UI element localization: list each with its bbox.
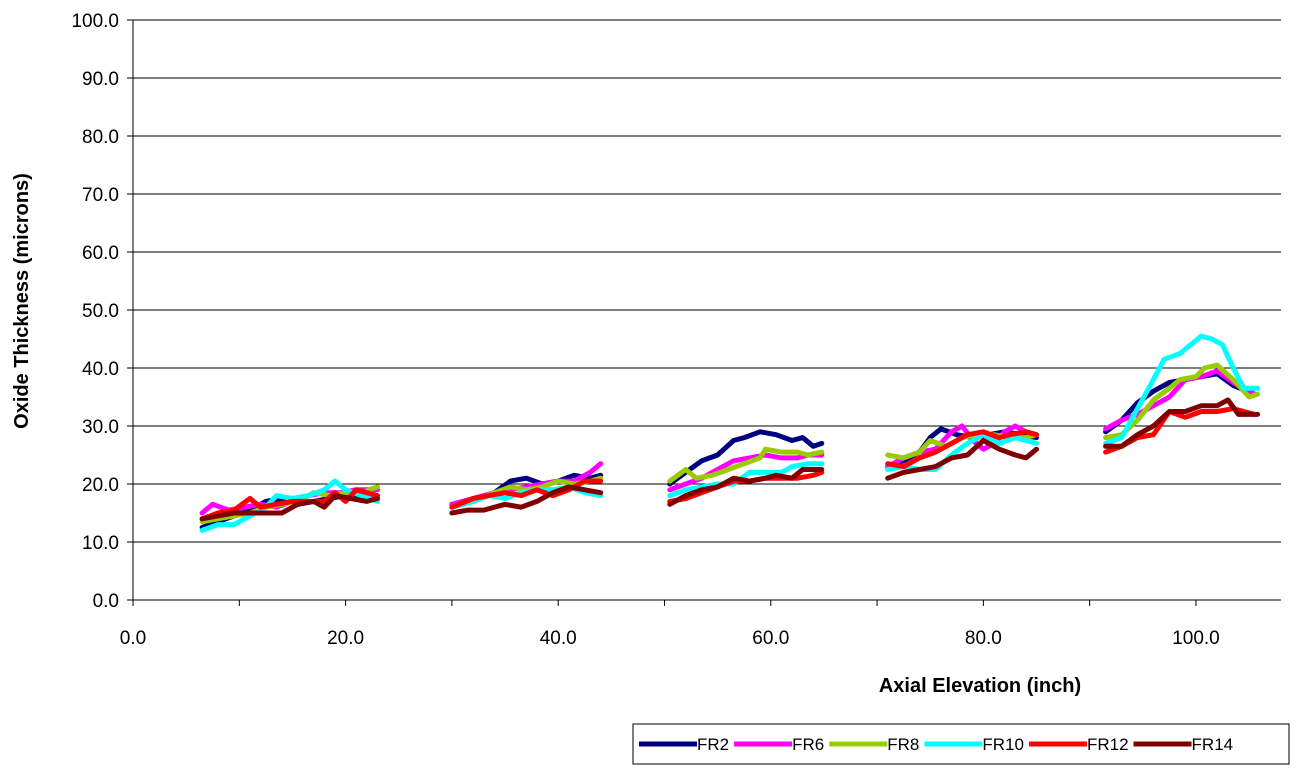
series-line-fr14 bbox=[199, 493, 380, 522]
series-line-fr10 bbox=[667, 461, 825, 499]
x-tick-label: 40.0 bbox=[540, 628, 577, 649]
legend-label-fr10: FR10 bbox=[982, 735, 1024, 754]
x-tick-label: 20.0 bbox=[327, 628, 364, 649]
series-layer bbox=[199, 333, 1261, 533]
y-tick-label: 50.0 bbox=[82, 301, 119, 322]
x-axis-title: Axial Elevation (inch) bbox=[879, 675, 1081, 697]
y-axis-title: Oxide Thickness (microns) bbox=[11, 173, 33, 429]
series-line-fr10 bbox=[1103, 333, 1261, 446]
y-tick-label: 0.0 bbox=[93, 591, 119, 612]
series-line-fr6 bbox=[1103, 368, 1257, 432]
series-line-fr12 bbox=[449, 478, 604, 510]
x-tick-label: 0.0 bbox=[120, 628, 146, 649]
series-line-fr10 bbox=[199, 478, 380, 533]
legend-label-fr8: FR8 bbox=[887, 735, 919, 754]
series-fr14 bbox=[199, 397, 1261, 522]
y-tick-label: 10.0 bbox=[82, 533, 119, 554]
y-tick-label: 90.0 bbox=[82, 69, 119, 90]
y-tick-label: 30.0 bbox=[82, 417, 119, 438]
legend-label-fr12: FR12 bbox=[1087, 735, 1129, 754]
series-line-fr12 bbox=[885, 429, 1039, 470]
horizontal-gridlines bbox=[133, 19, 1281, 543]
series-line-fr14 bbox=[1103, 397, 1261, 449]
x-tick-label: 80.0 bbox=[965, 628, 1002, 649]
y-tick-label: 80.0 bbox=[82, 127, 119, 148]
tick-labels: 0.0 10.0 20.0 30.0 40.0 50.0 60.0 70.0 80.0 90.0 1… bbox=[71, 11, 1219, 649]
y-tick-label: 60.0 bbox=[82, 243, 119, 264]
legend-label-fr14: FR14 bbox=[1192, 735, 1234, 754]
series-line-fr14 bbox=[667, 467, 825, 507]
y-tick-label: 40.0 bbox=[82, 359, 119, 380]
legend-label-fr6: FR6 bbox=[792, 735, 824, 754]
series-line-fr14 bbox=[885, 438, 1039, 481]
series-line-fr8 bbox=[667, 446, 825, 484]
y-tick-label: 100.0 bbox=[71, 11, 119, 32]
series-line-fr14 bbox=[449, 484, 604, 516]
series-line-fr8 bbox=[1103, 362, 1261, 441]
y-tick-label: 20.0 bbox=[82, 475, 119, 496]
x-tick-label: 60.0 bbox=[752, 628, 789, 649]
axes bbox=[127, 19, 1281, 606]
legend-label-fr2: FR2 bbox=[697, 735, 729, 754]
series-line-fr2 bbox=[667, 429, 825, 487]
legend: FR2 FR6 FR8 FR10 FR12 FR14 bbox=[632, 723, 1290, 765]
series-fr2 bbox=[199, 371, 1257, 530]
y-tick-label: 70.0 bbox=[82, 185, 119, 206]
x-tick-label: 100.0 bbox=[1172, 628, 1220, 649]
